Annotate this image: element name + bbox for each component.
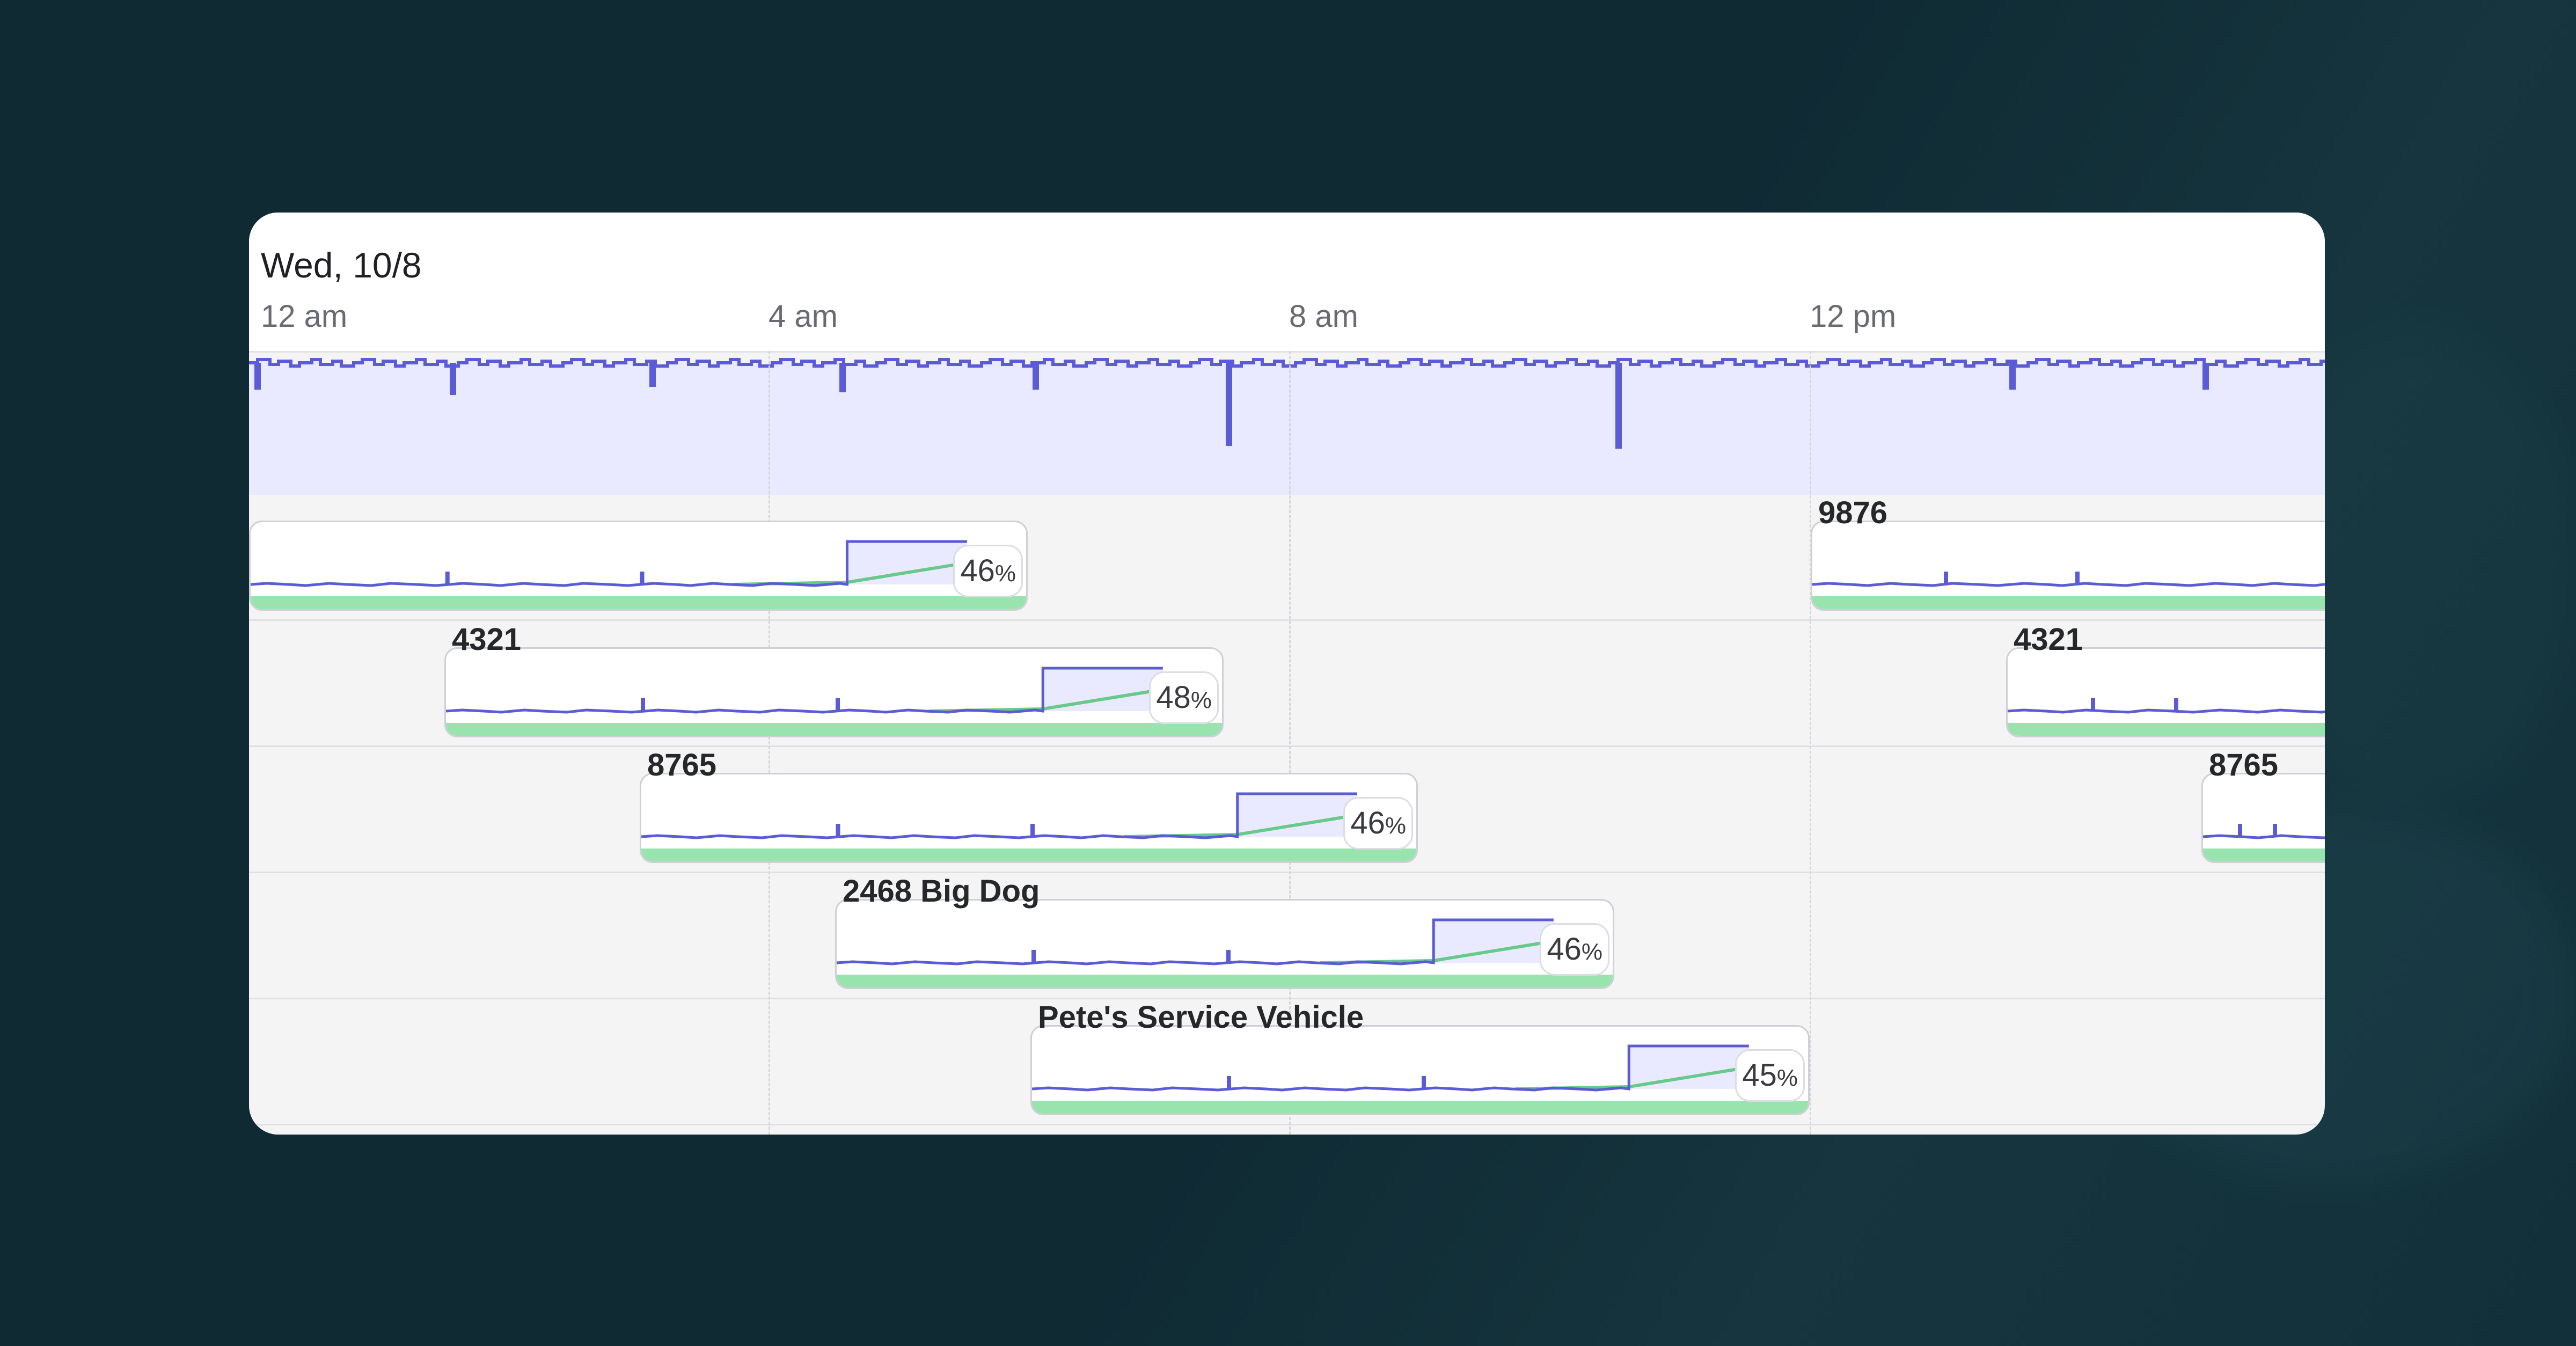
hour-label-12pm: 12 pm bbox=[1810, 299, 1897, 334]
timeline-row bbox=[249, 999, 2325, 1125]
battery-percent-badge: 46% bbox=[953, 545, 1023, 597]
battery-percent-badge: 46% bbox=[1343, 797, 1413, 850]
gridline-8am bbox=[1289, 351, 1291, 1135]
vehicle-name: 4321 bbox=[2014, 622, 2083, 657]
session-box: 46% bbox=[640, 773, 1418, 863]
session-box: 46% bbox=[249, 521, 1028, 611]
vehicle-session-bar-4321[interactable]: 4321 bbox=[2006, 622, 2325, 737]
battery-percent-badge: 48% bbox=[1149, 671, 1219, 724]
session-sparkline bbox=[641, 792, 1416, 861]
session-sparkline bbox=[1812, 572, 2325, 609]
vehicle-name: 8765 bbox=[2209, 748, 2279, 782]
session-sparkline bbox=[837, 918, 1613, 987]
timeline-card: Wed, 10/8 12 am 4 am 8 am 12 pm 46% 9876… bbox=[249, 213, 2325, 1135]
session-sparkline bbox=[446, 667, 1222, 736]
gridline-12pm bbox=[1810, 351, 1811, 1135]
timeline-row bbox=[249, 873, 2325, 999]
gridline-4am bbox=[769, 351, 770, 1135]
vehicle-session-bar-2468-big-dog[interactable]: 46% 2468 Big Dog bbox=[835, 874, 1614, 989]
timeline-header: Wed, 10/8 12 am 4 am 8 am 12 pm bbox=[249, 213, 2325, 353]
hour-label-4am: 4 am bbox=[769, 299, 838, 334]
session-sparkline bbox=[1032, 1044, 1808, 1114]
vehicle-session-bar-4321[interactable]: 48% 4321 bbox=[444, 622, 1224, 737]
vehicle-session-bar-9876[interactable]: 9876 bbox=[1811, 495, 2325, 611]
battery-percent-badge: 45% bbox=[1735, 1049, 1805, 1102]
timeline-row bbox=[249, 747, 2325, 873]
hour-label-8am: 8 am bbox=[1289, 299, 1358, 334]
vehicle-name: 9876 bbox=[1818, 495, 1888, 530]
session-box bbox=[2006, 647, 2325, 737]
date-label: Wed, 10/8 bbox=[261, 245, 422, 285]
hour-label-12am: 12 am bbox=[261, 299, 348, 334]
fleet-usage-chart bbox=[249, 358, 2325, 495]
timeline-row bbox=[249, 495, 2325, 621]
fleet-usage-overview bbox=[249, 351, 2325, 495]
battery-percent-badge: 46% bbox=[1540, 923, 1609, 976]
vehicle-name: 4321 bbox=[452, 622, 522, 657]
session-box: 46% bbox=[835, 899, 1614, 989]
vehicle-name: Pete's Service Vehicle bbox=[1038, 1000, 1364, 1035]
vehicle-session-bar-8765[interactable]: 8765 bbox=[2201, 748, 2325, 863]
vehicle-session-bar-8765[interactable]: 46% 8765 bbox=[640, 748, 1418, 863]
session-box bbox=[2201, 773, 2325, 863]
session-sparkline bbox=[251, 540, 1026, 609]
session-box: 45% bbox=[1030, 1025, 1810, 1115]
session-sparkline bbox=[2008, 698, 2325, 736]
vehicle-name: 2468 Big Dog bbox=[843, 874, 1040, 909]
session-sparkline bbox=[2203, 824, 2325, 861]
session-box: 48% bbox=[444, 647, 1224, 737]
vehicle-session-bar[interactable]: 46% bbox=[249, 521, 1028, 611]
timeline-row bbox=[249, 621, 2325, 747]
session-box bbox=[1811, 521, 2325, 611]
vehicle-name: 8765 bbox=[647, 748, 717, 782]
vehicle-session-bar-petes-service-vehicle[interactable]: 45% Pete's Service Vehicle bbox=[1030, 1000, 1810, 1115]
